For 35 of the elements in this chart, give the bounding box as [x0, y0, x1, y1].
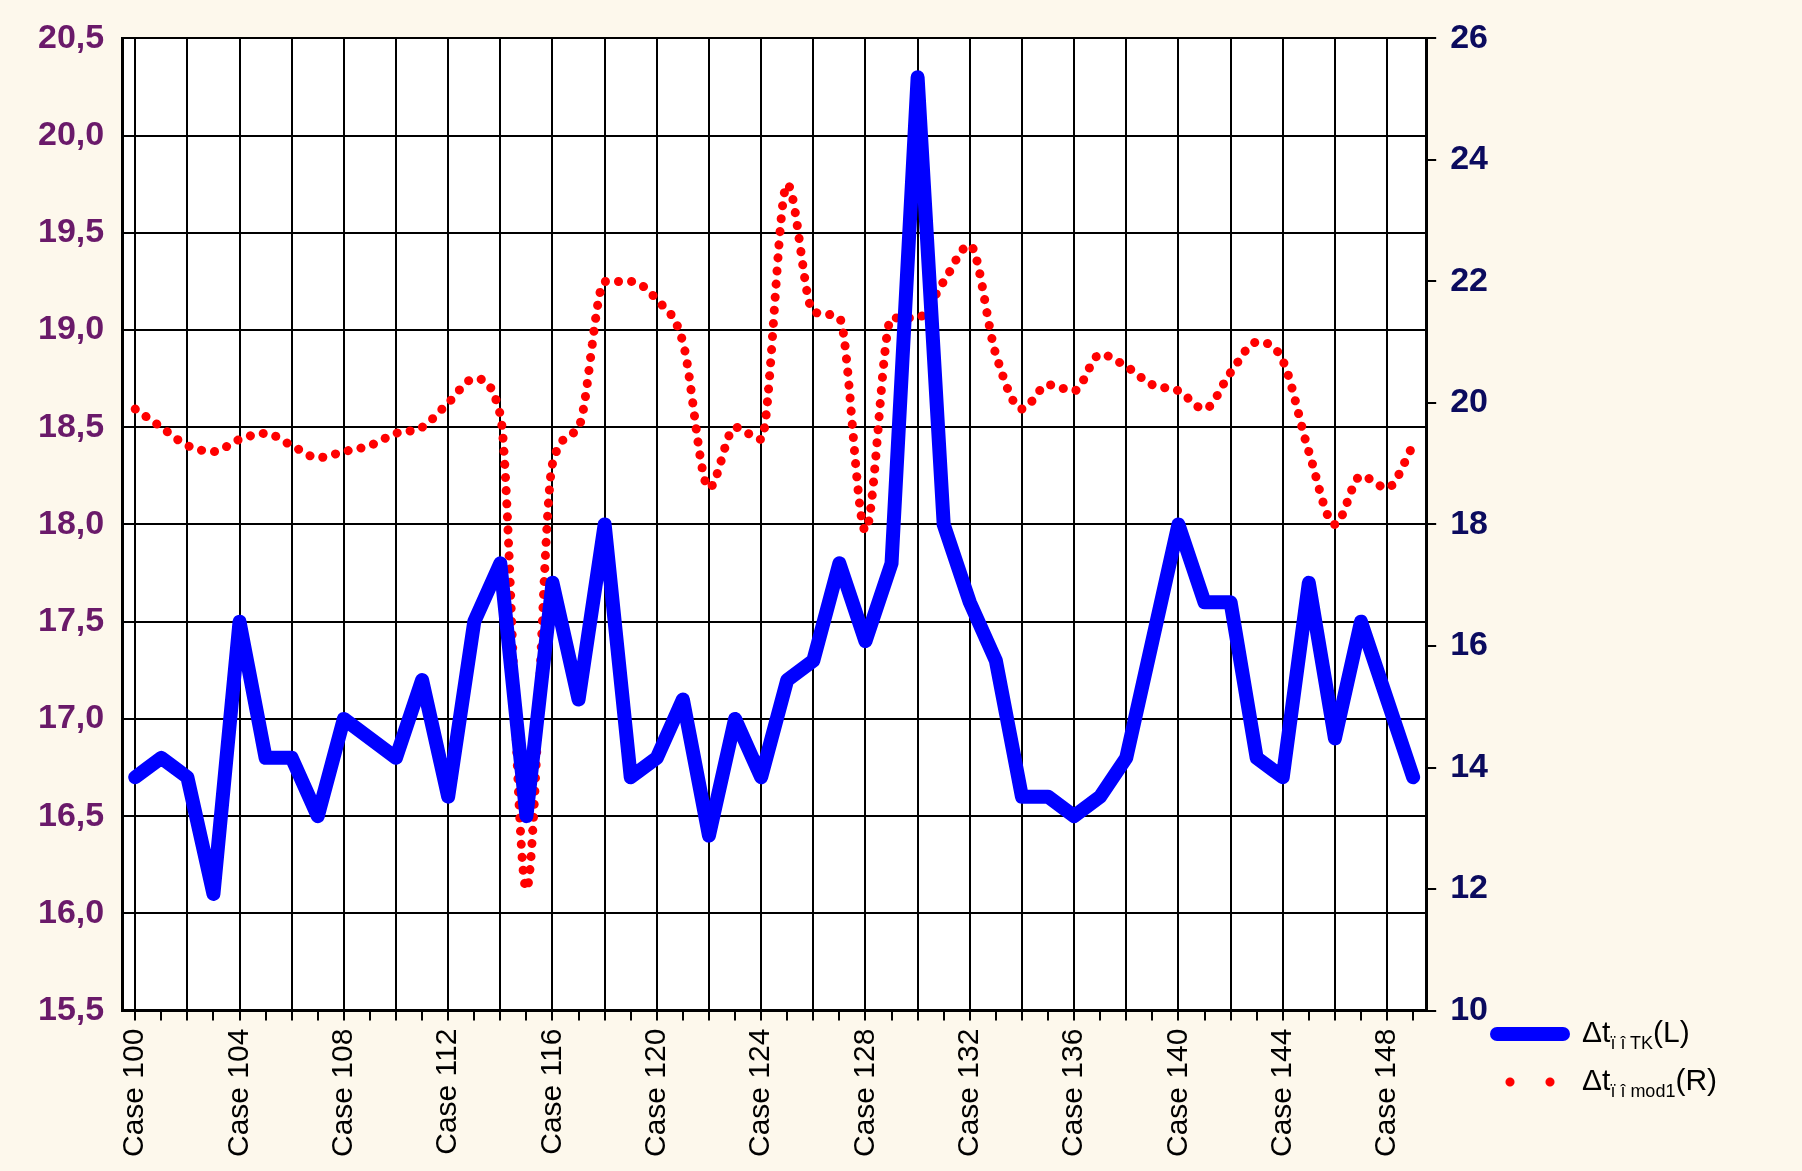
- x-tick-label: Case 108: [325, 1028, 359, 1158]
- y2-tick-label: 20: [1450, 381, 1489, 420]
- x-tick-label: Case 116: [533, 1028, 567, 1155]
- x-tick-label: Case 112: [429, 1028, 463, 1155]
- x-tick-label: Case 120: [638, 1028, 672, 1158]
- y-tick-label: 17,0: [37, 697, 105, 736]
- y-tick-label: 19,0: [37, 308, 105, 347]
- legend-label: Δt$_{ï î TK}$(L): [1582, 1014, 1690, 1054]
- x-tick-label: Case 100: [116, 1028, 150, 1158]
- y-tick-label: 19,5: [37, 211, 105, 250]
- y-tick-label: 16,5: [37, 794, 105, 833]
- x-tick-label: Case 136: [1055, 1028, 1089, 1158]
- y2-tick-label: 26: [1450, 16, 1489, 55]
- y2-tick-label: 16: [1450, 624, 1489, 663]
- y-tick-label: 16,0: [37, 891, 105, 930]
- y2-tick-label: 24: [1450, 138, 1489, 177]
- legend-label: Δt$_{ï î mod1}$(R): [1582, 1062, 1718, 1102]
- y2-tick-label: 10: [1450, 988, 1489, 1027]
- y2-tick-label: 14: [1450, 745, 1489, 784]
- x-tick-label: Case 148: [1368, 1028, 1402, 1158]
- y-tick-label: 18,5: [37, 405, 105, 444]
- x-tick-label: Case 124: [742, 1028, 776, 1158]
- y-tick-label: 18,0: [37, 502, 105, 541]
- x-tick-label: Case 140: [1159, 1028, 1193, 1158]
- y-tick-label: 20,5: [37, 16, 105, 55]
- x-tick-label: Case 128: [846, 1028, 880, 1158]
- y-tick-label: 20,0: [37, 113, 105, 152]
- y-tick-label: 17,5: [37, 600, 105, 639]
- x-tick-label: Case 144: [1264, 1028, 1298, 1158]
- y2-tick-label: 18: [1450, 502, 1489, 541]
- y2-tick-label: 22: [1450, 259, 1489, 298]
- x-tick-label: Case 132: [951, 1028, 985, 1158]
- x-tick-label: Case 104: [220, 1028, 254, 1158]
- y-tick-label: 15,5: [37, 988, 105, 1027]
- y2-tick-label: 12: [1450, 867, 1489, 906]
